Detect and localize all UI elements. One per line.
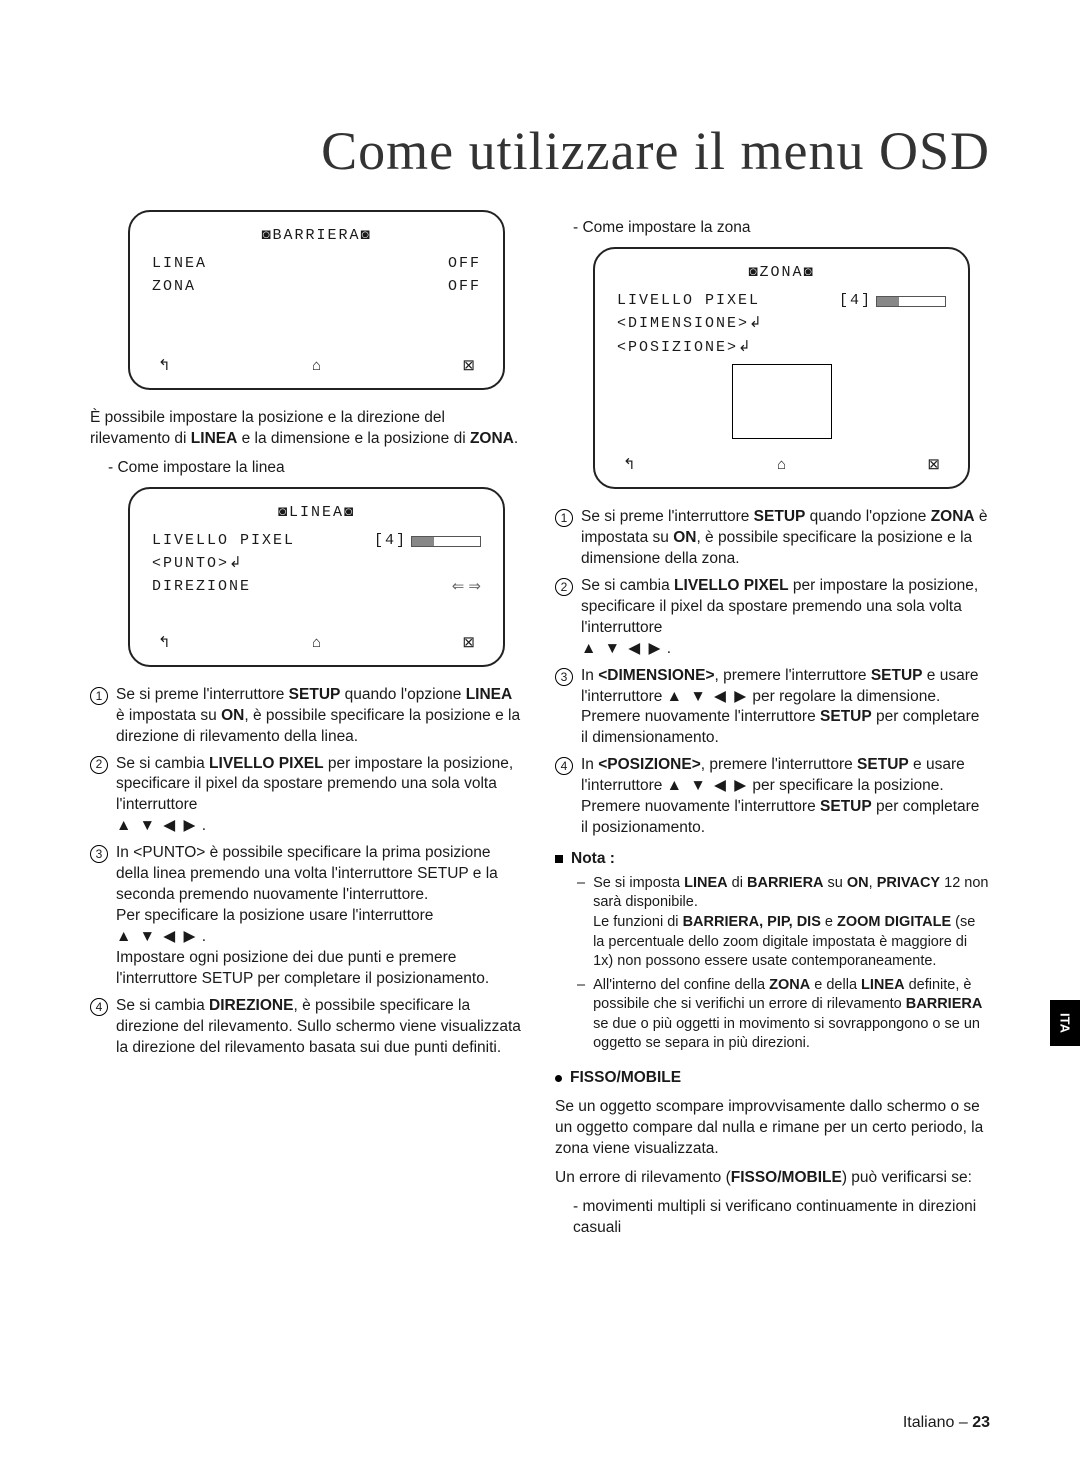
arrows-icon: ▲ ▼ ◀ ▶ [116, 928, 197, 945]
arrows-icon: ▲ ▼ ◀ ▶ [667, 777, 748, 794]
nota-heading: Nota : [555, 849, 990, 870]
slider-icon [411, 536, 481, 547]
back-icon: ↰ [623, 455, 636, 475]
step-number-icon: 4 [555, 757, 573, 775]
left-sub: - Come impostare la linea [90, 458, 525, 479]
right-step-3: 3 In <DIMENSIONE>, premere l'interruttor… [555, 666, 990, 750]
step-number-icon: 2 [90, 756, 108, 774]
home-icon: ⌂ [312, 356, 321, 376]
barriera-row0-value: OFF [448, 254, 481, 274]
back-icon: ↰ [158, 633, 171, 653]
linea-pixel-value: [4] [374, 531, 407, 551]
osd-zona-title: ◙ZONA◙ [617, 263, 946, 283]
linea-punto: <PUNTO> [152, 555, 229, 572]
step-number-icon: 4 [90, 998, 108, 1016]
page-footer: Italiano – 23 [0, 1414, 990, 1432]
osd-zona: ◙ZONA◙ LIVELLO PIXEL [4] <DIMENSIONE> <P… [593, 247, 970, 489]
enter-icon [738, 339, 751, 356]
osd-barriera-title: ◙BARRIERA◙ [152, 226, 481, 246]
close-icon: ⊠ [462, 633, 475, 653]
slider-icon [876, 296, 946, 307]
right-sub: - Come impostare la zona [555, 218, 990, 239]
page-title: Come utilizzare il menu OSD [90, 120, 990, 182]
step-number-icon: 3 [90, 845, 108, 863]
arrows-icon: ▲ ▼ ◀ ▶ [116, 817, 197, 834]
barriera-row1-value: OFF [448, 277, 481, 297]
zona-pixel-value: [4] [839, 291, 872, 311]
left-step-2: 2 Se si cambia LIVELLO PIXEL per imposta… [90, 754, 525, 838]
dot-bullet-icon [555, 1075, 562, 1082]
lr-arrows-icon: ⇐ ⇒ [452, 577, 481, 597]
fisso-bullet-1: - movimenti multipli si verificano conti… [555, 1197, 990, 1239]
right-step-1: 1 Se si preme l'interruttore SETUP quand… [555, 507, 990, 570]
osd-linea-title: ◙LINEA◙ [152, 503, 481, 523]
enter-icon [229, 555, 242, 572]
nota-item-2: – All'interno del confine della ZONA e d… [555, 976, 990, 1054]
left-intro: È possibile impostare la posizione e la … [90, 408, 525, 450]
linea-direzione: DIREZIONE [152, 577, 251, 597]
osd-barriera: ◙BARRIERA◙ LINEA OFF ZONA OFF ↰ ⌂ ⊠ [128, 210, 505, 390]
close-icon: ⊠ [927, 455, 940, 475]
fisso-p1: Se un oggetto scompare improvvisamente d… [555, 1097, 990, 1160]
close-icon: ⊠ [462, 356, 475, 376]
left-step-1: 1 Se si preme l'interruttore SETUP quand… [90, 685, 525, 748]
step-number-icon: 3 [555, 668, 573, 686]
zona-pixel-label: LIVELLO PIXEL [617, 291, 760, 311]
square-bullet-icon [555, 855, 563, 863]
left-column: ◙BARRIERA◙ LINEA OFF ZONA OFF ↰ ⌂ ⊠ [90, 210, 525, 1246]
step-number-icon: 1 [555, 509, 573, 527]
arrows-icon: ▲ ▼ ◀ ▶ [581, 640, 662, 657]
nota-item-1: – Se si imposta LINEA di BARRIERA su ON,… [555, 874, 990, 972]
fisso-heading: FISSO/MOBILE [555, 1068, 990, 1089]
language-tab: ITA [1050, 1000, 1080, 1046]
barriera-row0-label: LINEA [152, 254, 207, 274]
right-step-2: 2 Se si cambia LIVELLO PIXEL per imposta… [555, 576, 990, 660]
step-number-icon: 1 [90, 687, 108, 705]
arrows-icon: ▲ ▼ ◀ ▶ [667, 688, 748, 705]
barriera-row1-label: ZONA [152, 277, 196, 297]
left-step-4: 4 Se si cambia DIREZIONE, è possibile sp… [90, 996, 525, 1059]
linea-pixel-label: LIVELLO PIXEL [152, 531, 295, 551]
fisso-p2: Un errore di rilevamento (FISSO/MOBILE) … [555, 1168, 990, 1189]
enter-icon [749, 315, 762, 332]
osd-linea: ◙LINEA◙ LIVELLO PIXEL [4] <PUNTO> DIREZI… [128, 487, 505, 667]
right-column: - Come impostare la zona ◙ZONA◙ LIVELLO … [555, 210, 990, 1246]
right-step-4: 4 In <POSIZIONE>, premere l'interruttore… [555, 755, 990, 839]
home-icon: ⌂ [777, 455, 786, 475]
zona-posizione: <POSIZIONE> [617, 339, 738, 356]
home-icon: ⌂ [312, 633, 321, 653]
step-number-icon: 2 [555, 578, 573, 596]
zona-preview-box [732, 364, 832, 439]
left-step-3: 3 In <PUNTO> è possibile specificare la … [90, 843, 525, 989]
back-icon: ↰ [158, 356, 171, 376]
zona-dimensione: <DIMENSIONE> [617, 315, 749, 332]
